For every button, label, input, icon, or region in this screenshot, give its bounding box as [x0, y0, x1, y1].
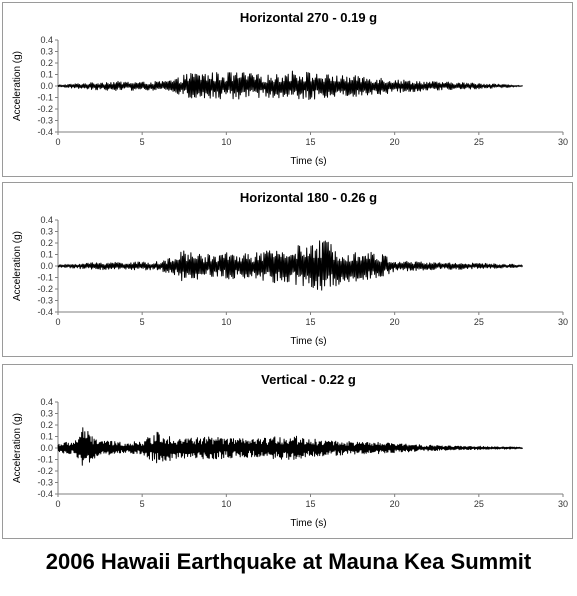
- x-tick-label: 5: [140, 137, 145, 147]
- x-tick-label: 20: [390, 317, 400, 327]
- y-tick-label: -0.1: [37, 273, 53, 283]
- y-tick-label: -0.3: [37, 478, 53, 488]
- y-tick-label: 0.2: [40, 58, 53, 68]
- x-axis-label: Time (s): [290, 518, 326, 529]
- x-tick-label: 25: [474, 499, 484, 509]
- x-tick-label: 30: [558, 137, 568, 147]
- y-tick-label: 0.0: [40, 261, 53, 271]
- y-tick-label: 0.4: [40, 397, 53, 407]
- y-tick-label: -0.3: [37, 296, 53, 306]
- x-tick-label: 15: [305, 317, 315, 327]
- chart-panel-vertical: Vertical - 0.22 g 0.4 0.3 0.2 0.1 0.0 -0.1 -0.2…: [2, 364, 573, 539]
- x-tick-label: 15: [305, 137, 315, 147]
- y-tick-label: -0.2: [37, 284, 53, 294]
- y-tick-label: 0.4: [40, 215, 53, 225]
- y-axis-label: Acceleration (g): [12, 231, 23, 301]
- x-tick-label: 5: [140, 317, 145, 327]
- y-tick-label: 0.0: [40, 443, 53, 453]
- x-tick-label: 30: [558, 317, 568, 327]
- y-tick-label: 0.4: [40, 35, 53, 45]
- x-tick-label: 0: [55, 137, 60, 147]
- x-tick-label: 10: [221, 137, 231, 147]
- y-tick-label: 0.3: [40, 227, 53, 237]
- y-tick-label: -0.1: [37, 455, 53, 465]
- x-tick-label: 20: [390, 499, 400, 509]
- y-tick-label: 0.1: [40, 70, 53, 80]
- y-tick-label: 0.3: [40, 409, 53, 419]
- x-tick-label: 30: [558, 499, 568, 509]
- chart-title: Horizontal 270 - 0.19 g: [240, 10, 377, 25]
- y-tick-label: 0.2: [40, 238, 53, 248]
- x-axis-label: Time (s): [290, 336, 326, 347]
- acceleration-trace: [57, 70, 523, 100]
- y-tick-label: 0.3: [40, 47, 53, 57]
- y-axis-label: Acceleration (g): [12, 413, 23, 483]
- x-axis-label: Time (s): [290, 156, 326, 167]
- chart-panel-horizontal-270: Horizontal 270 - 0.19 g 0.4 0.3 0.2 0.1 0.0 -0…: [2, 2, 573, 177]
- y-tick-label: -0.4: [37, 307, 53, 317]
- chart-horizontal-180: Horizontal 180 - 0.26 g 0.4 0.30.2 0.10.0 -0…: [12, 190, 568, 347]
- chart-vertical: Vertical - 0.22 g 0.4 0.30.2 0.10.0 -0.1-0.2…: [12, 372, 568, 529]
- y-tick-label: 0.0: [40, 81, 53, 91]
- x-tick-label: 5: [140, 499, 145, 509]
- y-tick-label: 0.1: [40, 250, 53, 260]
- y-tick-label: -0.4: [37, 127, 53, 137]
- y-tick-label: 0.1: [40, 432, 53, 442]
- chart-panel-horizontal-180: Horizontal 180 - 0.26 g 0.4 0.3 0.2 0.1 0.0 -0…: [2, 182, 573, 357]
- y-tick-label: -0.1: [37, 93, 53, 103]
- y-tick-label: -0.4: [37, 489, 53, 499]
- y-tick-label: -0.3: [37, 116, 53, 126]
- x-tick-label: 25: [474, 317, 484, 327]
- y-tick-label: 0.2: [40, 420, 53, 430]
- chart-title: Horizontal 180 - 0.26 g: [240, 190, 377, 205]
- y-tick-label: -0.2: [37, 466, 53, 476]
- y-axis-label: Acceleration (g): [12, 51, 23, 121]
- x-tick-label: 10: [221, 499, 231, 509]
- chart-horizontal-270: Horizontal 270 - 0.19 g 0.4 0.30.2 0.10.0 -0…: [12, 10, 568, 167]
- figure-title: 2006 Hawaii Earthquake at Mauna Kea Summ…: [45, 549, 532, 574]
- x-tick-label: 20: [390, 137, 400, 147]
- x-tick-label: 15: [305, 499, 315, 509]
- acceleration-trace: [57, 240, 524, 291]
- x-tick-label: 25: [474, 137, 484, 147]
- x-tick-label: 0: [55, 499, 60, 509]
- x-tick-label: 10: [221, 317, 231, 327]
- x-tick-label: 0: [55, 317, 60, 327]
- chart-title: Vertical - 0.22 g: [261, 372, 356, 387]
- acceleration-trace: [57, 427, 524, 466]
- y-tick-label: -0.2: [37, 104, 53, 114]
